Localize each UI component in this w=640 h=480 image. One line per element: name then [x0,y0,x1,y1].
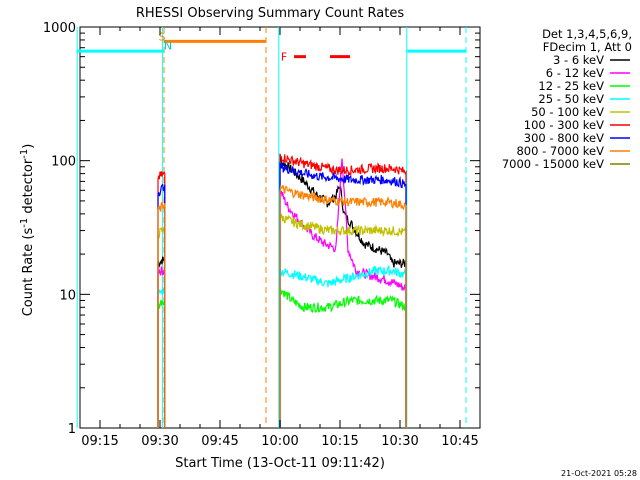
legend: Det 1,3,4,5,6,9,FDecim 1, Att 03 - 6 keV… [502,27,632,171]
y-tick-label-1: 10 [59,288,76,303]
state-lines [76,27,467,428]
y-tick-label-0: 1 [68,422,76,437]
legend-label-1: 6 - 12 keV [546,66,604,80]
series-3-segment-1 [279,265,407,428]
x-tick-label-3: 10:00 [261,434,298,449]
legend-header-1: FDecim 1, Att 0 [543,40,632,54]
series-5-segment-1 [279,153,407,428]
legend-label-2: 12 - 25 keV [538,79,604,93]
series-7-segment-1 [279,184,407,428]
series-0-segment-0 [157,256,166,428]
chart-title: RHESSI Observing Summary Count Rates [136,6,405,21]
axis-ticks: 09:15 09:30 09:45 10:00 10:15 10:30 10:45 1 10 10… [43,21,481,449]
series-5-segment-0 [157,170,166,428]
series-2-segment-0 [157,299,166,428]
series-4-segment-0 [157,227,166,428]
x-tick-label-2: 09:45 [201,434,238,449]
y-axis-label: Count Rate (s-1 detector-1) [19,144,36,317]
x-tick-label-1: 09:30 [141,434,178,449]
legend-label-6: 300 - 800 keV [524,131,604,145]
series-1-segment-0 [157,266,166,428]
x-tick-label-5: 10:30 [381,434,418,449]
y-tick-label-2: 100 [51,155,76,170]
series-6-segment-1 [279,162,407,428]
series-3-segment-0 [157,288,166,428]
series-4-segment-1 [279,213,407,428]
state-bars: SN F [76,30,466,64]
series-6-segment-0 [157,183,166,428]
x-axis-label: Start Time (13-Oct-11 09:11:42) [175,456,385,471]
x-tick-label-0: 09:15 [81,434,118,449]
legend-label-8: 7000 - 15000 keV [502,157,604,171]
series-layer [157,153,407,428]
legend-header-0: Det 1,3,4,5,6,9, [542,27,632,41]
series-2-segment-1 [279,286,407,428]
legend-label-5: 100 - 300 keV [524,118,604,132]
y-tick-label-3: 1000 [43,21,76,36]
series-7-segment-0 [157,201,166,428]
x-tick-label-4: 10:15 [321,434,358,449]
legend-label-7: 800 - 7000 keV [516,144,604,158]
state-label-0: S [159,30,166,43]
state-label-2: F [281,51,287,64]
state-label-1: N [164,39,172,52]
series-0-segment-1 [279,156,407,428]
x-tick-label-6: 10:45 [441,434,478,449]
footer-timestamp: 21-Oct-2021 05:28 [561,469,637,478]
legend-label-4: 50 - 100 keV [531,105,604,119]
legend-label-0: 3 - 6 keV [553,53,604,67]
legend-label-3: 25 - 50 keV [538,92,604,106]
